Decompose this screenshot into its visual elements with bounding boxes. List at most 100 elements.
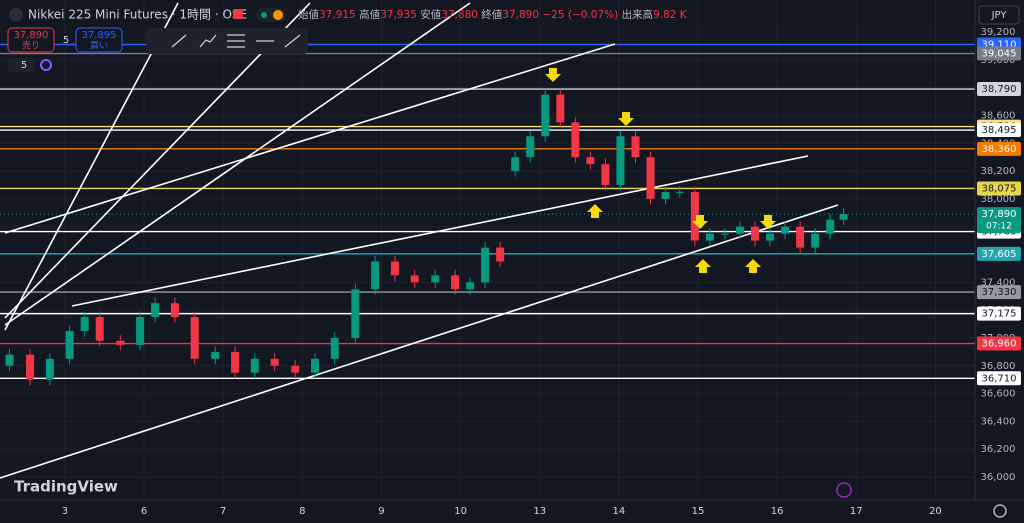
candle-body (151, 303, 160, 318)
candle-body (541, 94, 550, 137)
label: 高値 (359, 8, 380, 21)
candle-body (690, 191, 699, 241)
level-badge (977, 371, 1021, 386)
level-label: 39,110 (982, 40, 1017, 51)
arrow-down (692, 215, 708, 229)
candle-body (661, 191, 670, 199)
buy-button[interactable]: 37,895 買い (75, 27, 123, 53)
arrow-down (760, 215, 776, 229)
candle-body (556, 94, 565, 123)
label: 出来高 (622, 8, 654, 21)
candle-body (766, 233, 775, 241)
level-badge (977, 181, 1021, 196)
trend-line (4, 2, 311, 319)
candle-body (571, 122, 580, 158)
value: 37,935 (380, 9, 417, 21)
price-badges: 39,11039,04538,79038,52038,49538,36038,0… (977, 37, 1021, 386)
alert-icon[interactable] (836, 482, 852, 498)
level-label: 36,960 (982, 339, 1017, 350)
candle-body (80, 317, 89, 332)
candles (5, 89, 848, 386)
y-tick-label: 36,000 (981, 472, 1016, 483)
x-tick-label: 16 (771, 506, 784, 517)
candle-body (839, 214, 848, 220)
settings-icon[interactable] (993, 504, 1007, 518)
level-label: 36,710 (982, 373, 1017, 384)
candle-body (750, 226, 759, 241)
candle-body (601, 164, 610, 185)
x-axis: 3 6 7 8 9 10 13 14 15 16 17 20 (62, 506, 942, 517)
chart-title: Nikkei 225 Mini Futures · 1時間 · OSE (28, 8, 247, 22)
candle-body (410, 275, 419, 283)
brand: TradingView (14, 478, 118, 496)
candle-body (270, 358, 279, 366)
y-tick-label: 36,200 (981, 444, 1016, 455)
candle-body (330, 337, 339, 359)
sell-label[interactable]: 売り (22, 40, 40, 52)
candle-body (451, 275, 460, 290)
candle-body (65, 331, 74, 359)
candle-body (95, 317, 104, 341)
level-label: 38,075 (982, 183, 1017, 194)
indicator-toggle[interactable] (8, 58, 34, 72)
candle-body (826, 219, 835, 234)
sell-button[interactable]: 37,890 売り (7, 27, 55, 53)
level-badge (977, 336, 1021, 351)
currency-button[interactable] (978, 5, 1020, 25)
x-tick-label: 8 (299, 506, 305, 517)
candle-body (291, 365, 300, 373)
buy-price[interactable]: 37,895 (82, 30, 117, 41)
y-tick-label: 36,400 (981, 416, 1016, 427)
last-price-badge (977, 207, 1021, 234)
level-badge (977, 46, 1021, 61)
y-tick-label: 37,400 (981, 277, 1016, 288)
candle-body (26, 354, 35, 380)
candle-body (371, 261, 380, 290)
candle-body (511, 157, 520, 172)
buy-label[interactable]: 買い (90, 41, 108, 52)
x-tick-label: 14 (613, 506, 626, 517)
trend-lines (0, 2, 839, 479)
candle-body (116, 340, 125, 345)
candle-body (616, 136, 625, 185)
level-label: 37,175 (982, 309, 1017, 320)
x-tick-label: 10 (454, 506, 467, 517)
level-badge (977, 141, 1021, 156)
tool-icon[interactable] (171, 34, 187, 48)
arrow-up (587, 204, 603, 218)
label: 終値 (481, 8, 502, 21)
arrow-down (618, 112, 634, 126)
candle-body (170, 303, 179, 318)
trend-line (4, 2, 471, 326)
value: 37,890 (502, 9, 539, 21)
candle-body (310, 358, 319, 373)
y-tick-label: 38,000 (981, 194, 1016, 205)
sell-price[interactable]: 37,890 (14, 30, 49, 41)
candle-body (250, 358, 259, 373)
value: 37,880 (441, 9, 478, 21)
trend-line (4, 2, 179, 331)
tool-icon[interactable] (284, 34, 301, 48)
currency[interactable]: JPY (991, 10, 1008, 21)
level-badge (977, 246, 1021, 261)
candle-body (631, 136, 640, 158)
candle-body (211, 351, 220, 359)
x-tick-label: 3 (62, 506, 68, 517)
y-tick-label: 38,200 (981, 166, 1016, 177)
status-dot (261, 12, 267, 18)
level-label: 38,360 (982, 144, 1017, 155)
candle-body (136, 317, 145, 345)
flag-icon (233, 9, 243, 19)
buy-box[interactable] (75, 27, 123, 53)
indicator-count[interactable]: 5 (21, 60, 27, 71)
arrow-down (545, 68, 561, 82)
indicator-icon[interactable] (40, 59, 52, 71)
trend-line (71, 155, 809, 307)
tool-icon[interactable] (199, 34, 217, 48)
sell-box[interactable] (7, 27, 55, 53)
spread: 5 (63, 35, 69, 46)
last-price-label: 37,890 (982, 209, 1017, 220)
level-badge (977, 123, 1021, 138)
